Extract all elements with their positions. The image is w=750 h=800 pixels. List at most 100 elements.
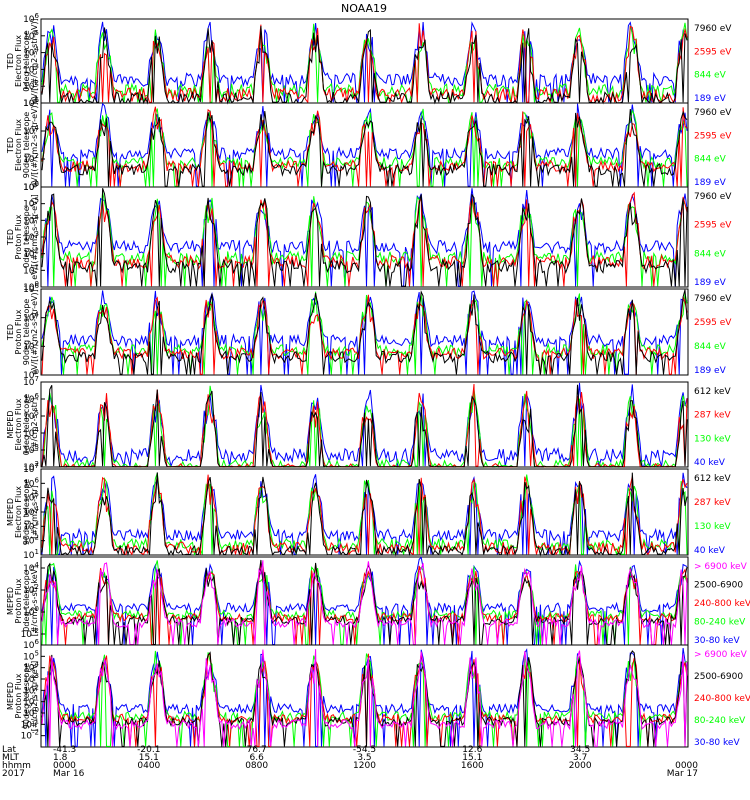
- y-axis-label-line: 0deg telescope: [22, 394, 31, 455]
- trace-7960-ev: [41, 26, 688, 105]
- y-tick-exp: 3: [35, 519, 39, 527]
- legend-entry: 2595 eV: [694, 131, 732, 141]
- x-tick-lat: -20.1: [137, 745, 160, 755]
- panel-frame: [40, 644, 689, 748]
- y-tick-exp: 5: [35, 197, 39, 205]
- legend-entry: 7960 eV: [694, 108, 732, 118]
- legend-entry: > 6900 keV: [694, 562, 748, 572]
- legend-entry: 240-800 keV: [694, 599, 750, 609]
- legend-entry: 189 eV: [694, 278, 727, 288]
- y-tick-exp: 2: [35, 79, 39, 87]
- legend-entry: 189 eV: [694, 366, 727, 376]
- y-tick-exp: 4: [35, 561, 40, 569]
- legend-entry: 844 eV: [694, 71, 727, 81]
- y-tick-exp: 1: [35, 548, 39, 556]
- y-tick-exp: 4: [35, 213, 40, 221]
- y-tick-exp: 0: [35, 605, 39, 613]
- trace-7960-ev: [41, 108, 688, 187]
- legend-entry: 844 eV: [694, 249, 727, 259]
- x-row-label: MLT: [2, 753, 20, 763]
- x-tick-hhmm: 0000: [53, 761, 76, 771]
- trace-189-ev: [41, 102, 688, 187]
- y-axis-label-line: Proton Flux: [14, 309, 23, 354]
- legend-entry: 189 eV: [694, 178, 727, 188]
- y-axis-label-line: TED: [6, 229, 15, 246]
- y-axis-label-line: 0deg telescope: [22, 570, 31, 631]
- y-tick-exp: 3: [35, 230, 39, 238]
- y-tick-exp: 2: [35, 460, 39, 468]
- y-axis-label-line: [#/cm2-s-str-keV]: [30, 661, 39, 732]
- y-axis-label-line: 90deg telescope: [22, 299, 31, 366]
- legend-entry: 80-240 keV: [694, 618, 746, 628]
- y-tick-exp: 4: [35, 124, 40, 132]
- trace-130-kev: [41, 472, 688, 557]
- y-tick-exp: 2: [35, 583, 39, 591]
- legend-entry: 2500-6900: [694, 581, 743, 591]
- y-tick-exp: 1: [35, 263, 39, 271]
- y-tick-exp: 2: [35, 339, 39, 347]
- legend-entry: 30-80 keV: [694, 738, 740, 748]
- y-axis-label-line: eV/[(#/cm2-s-str-eV)]: [30, 102, 39, 188]
- y-tick-exp: 3: [35, 672, 39, 680]
- y-tick-exp: 7: [35, 375, 39, 383]
- y-axis-label-line: MEPED: [6, 411, 15, 439]
- y-tick-exp: 4: [35, 426, 40, 434]
- legend-entry: 287 keV: [694, 498, 731, 508]
- trace-612-kev: [41, 384, 688, 468]
- x-tick-hhmm: 0400: [137, 761, 160, 771]
- y-axis-label-line: 90deg telescope: [22, 479, 31, 546]
- trace-2500-6900: [41, 559, 688, 645]
- x-tick-lat: -41.3: [53, 745, 76, 755]
- y-tick-exp: 5: [35, 649, 39, 657]
- y-axis-label-line: MEPED: [6, 682, 15, 710]
- y-axis-label-line: TED: [6, 137, 15, 154]
- legend-entry: 240-800 keV: [694, 694, 750, 704]
- x-tick-date: Mar 17: [667, 769, 698, 779]
- y-tick-exp: 6: [35, 282, 40, 290]
- y-axis-label-line: 90deg telescope: [22, 663, 31, 730]
- legend-entry: 189 eV: [694, 94, 727, 104]
- trace--6900-kev: [41, 649, 688, 747]
- y-tick-exp: 2: [35, 247, 39, 255]
- y-axis-label-line: [#/cm2-s-str]: [30, 398, 39, 451]
- trace-2595-ev: [41, 23, 688, 105]
- plot-title: NOAA19: [341, 2, 387, 15]
- y-tick-exp: 0: [35, 280, 39, 288]
- x-row-label: hhmm: [2, 761, 31, 771]
- y-tick-exp: 6: [35, 180, 40, 188]
- legend-entry: 130 keV: [694, 522, 731, 532]
- legend-entry: > 6900 keV: [694, 650, 748, 660]
- y-axis-label-line: eV/[(#/cm2-s-str-eV)]: [30, 18, 39, 104]
- y-tick-exp: 6: [35, 638, 40, 646]
- y-tick-exp: 2: [35, 534, 39, 542]
- legend-entry: 2595 eV: [694, 221, 732, 231]
- x-tick-date: Mar 16: [53, 769, 85, 779]
- x-row-label: 2017: [2, 769, 25, 779]
- panel-frame: [40, 381, 689, 468]
- legend-entry: 844 eV: [694, 155, 727, 165]
- y-tick-exp: 6: [35, 392, 40, 400]
- y-axis-label-line: MEPED: [6, 498, 15, 526]
- trace-30-80-kev: [41, 556, 688, 645]
- y-tick-exp: 6: [35, 476, 40, 484]
- y-tick-exp: 0: [35, 706, 39, 714]
- y-axis-label-line: eV/[(#/cm2-s-str-eV)]: [30, 289, 39, 375]
- legend-entry: 30-80 keV: [694, 636, 740, 646]
- trace-7960-ev: [41, 188, 688, 287]
- legend-entry: 287 keV: [694, 411, 731, 421]
- legend-entry: 80-240 keV: [694, 716, 746, 726]
- y-axis-label-line: MEPED: [6, 587, 15, 615]
- x-tick-mlt: 1.8: [53, 753, 68, 763]
- x-tick-mlt: 6.6: [250, 753, 265, 763]
- x-tick-hhmm: 1200: [353, 761, 376, 771]
- y-axis-label-line: TED: [6, 324, 15, 341]
- trace-2500-6900: [41, 650, 688, 747]
- legend-entry: 2500-6900: [694, 672, 743, 682]
- trace-2595-ev: [41, 106, 688, 187]
